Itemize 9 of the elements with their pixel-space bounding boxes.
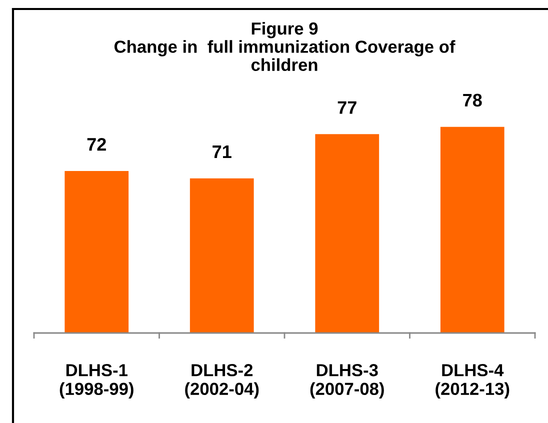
x-tick-label: DLHS-3 (2007-08) xyxy=(310,364,384,398)
data-label: 77 xyxy=(338,101,356,114)
x-tick-label: DLHS-2 (2002-04) xyxy=(185,364,259,398)
x-tick-label: DLHS-4 (2012-13) xyxy=(436,364,510,398)
data-label: 71 xyxy=(212,146,232,158)
data-label: 78 xyxy=(463,94,482,107)
data-label: 72 xyxy=(87,138,106,151)
x-tick-label: DLHS-1 (1998-99) xyxy=(60,364,134,398)
text: Figure 9 Change in full immunization Coverage of children xyxy=(114,22,456,72)
